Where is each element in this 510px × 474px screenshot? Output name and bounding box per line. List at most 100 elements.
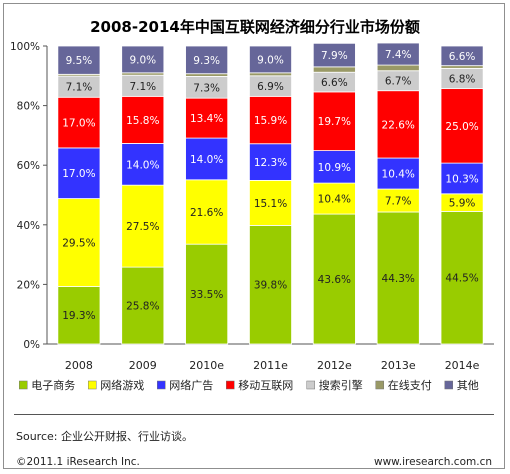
bar-segment-7 [121, 45, 165, 74]
bar-segment-1 [312, 213, 356, 345]
data-label: 6.6% [321, 77, 348, 89]
legend-swatch [306, 380, 315, 390]
y-tick-label: 100% [10, 41, 40, 53]
bar-segment-2 [185, 179, 229, 245]
data-label: 43.6% [318, 274, 351, 286]
bar-segment-6 [185, 73, 229, 77]
x-tick-label: 2013e [381, 359, 416, 372]
legend-label: 网络广告 [169, 378, 213, 392]
data-label: 10.9% [318, 162, 351, 174]
data-label: 10.4% [318, 194, 351, 206]
y-tick-label: 20% [17, 279, 40, 291]
data-label: 44.3% [382, 273, 415, 285]
bar-segment-2 [121, 184, 165, 268]
bar-segment-1 [440, 210, 484, 345]
data-label: 13.4% [190, 113, 223, 125]
data-label: 15.1% [254, 198, 287, 210]
data-label: 27.5% [126, 221, 159, 233]
y-tick-label: 80% [17, 101, 40, 113]
bar-segment-4 [376, 90, 420, 159]
data-label: 25.0% [445, 121, 478, 133]
legend-label: 在线支付 [388, 378, 432, 392]
bar-segment-6 [440, 65, 484, 69]
legend-label: 电子商务 [31, 378, 75, 392]
bar-segment-7 [312, 42, 356, 68]
source-note: Source: 企业公开财报、行业访谈。 [16, 430, 193, 443]
legend-swatch [88, 380, 97, 390]
bar-segment-7 [440, 45, 484, 67]
bar-segment-6 [312, 66, 356, 73]
data-label: 7.4% [385, 49, 412, 61]
data-label: 44.5% [445, 273, 478, 285]
x-tick-label: 2012e [317, 359, 352, 372]
legend-swatch [226, 380, 235, 390]
data-label: 14.0% [126, 159, 159, 171]
bar-segment-3 [185, 137, 229, 181]
legend-swatch [157, 380, 166, 390]
bar-segment-1 [185, 243, 229, 345]
footer-divider [14, 414, 494, 415]
data-label: 6.6% [449, 51, 476, 63]
legend-label: 移动互联网 [238, 379, 293, 392]
bar-segment-3 [440, 162, 484, 195]
x-tick-label: 2008 [65, 359, 93, 372]
bar-segment-4 [121, 95, 165, 144]
data-label: 7.1% [129, 81, 156, 93]
data-label: 19.7% [318, 116, 351, 128]
data-label: 9.0% [257, 54, 284, 66]
x-tick-label: 2010e [189, 359, 224, 372]
data-label: 5.9% [449, 198, 476, 210]
bar-segment-6 [249, 72, 292, 77]
data-label: 10.3% [445, 173, 478, 185]
bar-segment-3 [249, 143, 292, 181]
x-tick-label: 2011e [253, 359, 288, 372]
legend-label: 网络游戏 [100, 378, 144, 392]
bar-segment-1 [57, 286, 101, 345]
chart-title: 2008-2014年中国互联网经济细分行业市场份额 [90, 18, 420, 36]
data-label: 7.1% [66, 82, 93, 94]
data-label: 15.9% [254, 115, 287, 127]
bar-segment-4 [57, 96, 101, 149]
stacked-bar-chart: 2008-2014年中国互联网经济细分行业市场份额 0% 20% 40% 60% 80% 1… [10, 18, 494, 392]
bar-segment-1 [249, 224, 292, 345]
data-label: 6.7% [385, 76, 412, 88]
bar-segment-7 [57, 45, 101, 75]
data-label: 22.6% [382, 119, 415, 131]
data-label: 29.5% [62, 238, 95, 250]
y-tick-label: 60% [17, 160, 40, 172]
legend-label: 其他 [457, 379, 479, 392]
data-label: 12.3% [254, 157, 287, 169]
data-label: 10.4% [382, 169, 415, 181]
data-label: 17.0% [62, 168, 95, 180]
bar-segment-6 [376, 64, 420, 72]
data-label: 7.7% [385, 196, 412, 208]
bar-segment-1 [376, 211, 420, 345]
data-label: 7.3% [193, 82, 220, 94]
data-label: 33.5% [190, 289, 223, 301]
data-label: 19.3% [62, 310, 95, 322]
data-label: 14.0% [190, 154, 223, 166]
bar-segment-4 [312, 91, 356, 151]
bar-segment-7 [249, 45, 292, 74]
legend-label: 搜索引擎 [319, 378, 363, 392]
data-label: 9.3% [193, 55, 220, 67]
website-text: www.iresearch.com.cn [373, 456, 492, 468]
legend-swatch [19, 380, 28, 390]
x-tick-label: 2014e [445, 359, 480, 372]
bar-segment-3 [376, 157, 420, 190]
x-tick-label: 2009 [129, 359, 157, 372]
chart-frame: 2008-2014年中国互联网经济细分行业市场份额 0% 20% 40% 60% 80% 1… [3, 3, 505, 469]
y-tick-label: 40% [17, 220, 40, 232]
bar-segment-3 [57, 147, 101, 199]
data-label: 39.8% [254, 280, 287, 292]
bar-segment-4 [185, 97, 229, 139]
data-label: 21.6% [190, 207, 223, 219]
data-label: 17.0% [62, 118, 95, 130]
bar-segment-7 [376, 42, 420, 66]
data-label: 15.8% [126, 115, 159, 127]
data-label: 6.9% [257, 81, 284, 93]
bar-segment-7 [185, 45, 229, 75]
legend-swatch [375, 380, 384, 390]
data-label: 7.9% [321, 50, 348, 62]
data-label: 9.0% [129, 54, 156, 66]
